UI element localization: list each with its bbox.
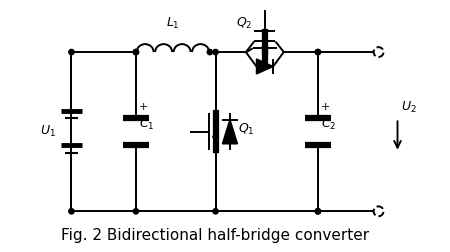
Text: $Q_1$: $Q_1$ [238, 122, 255, 137]
Text: $C_2$: $C_2$ [321, 117, 336, 132]
Circle shape [315, 49, 320, 55]
Circle shape [315, 209, 320, 214]
Text: +: + [139, 102, 149, 112]
Circle shape [315, 209, 320, 214]
Text: $U_1$: $U_1$ [40, 124, 55, 139]
Text: +: + [321, 102, 330, 112]
Circle shape [374, 47, 383, 57]
Circle shape [213, 209, 218, 214]
Text: Fig. 2 Bidirectional half-bridge converter: Fig. 2 Bidirectional half-bridge convert… [62, 229, 369, 243]
Text: $L_1$: $L_1$ [166, 16, 180, 31]
Circle shape [213, 49, 218, 55]
Text: $U_2$: $U_2$ [401, 100, 417, 115]
Circle shape [374, 206, 383, 216]
Text: $C_1$: $C_1$ [139, 117, 154, 132]
Circle shape [207, 49, 212, 55]
Circle shape [133, 49, 139, 55]
Polygon shape [222, 119, 238, 144]
Circle shape [133, 49, 139, 55]
Circle shape [315, 49, 320, 55]
Polygon shape [256, 59, 273, 74]
Circle shape [133, 209, 139, 214]
Circle shape [69, 209, 74, 214]
Circle shape [69, 49, 74, 55]
Text: $Q_2$: $Q_2$ [236, 16, 253, 31]
